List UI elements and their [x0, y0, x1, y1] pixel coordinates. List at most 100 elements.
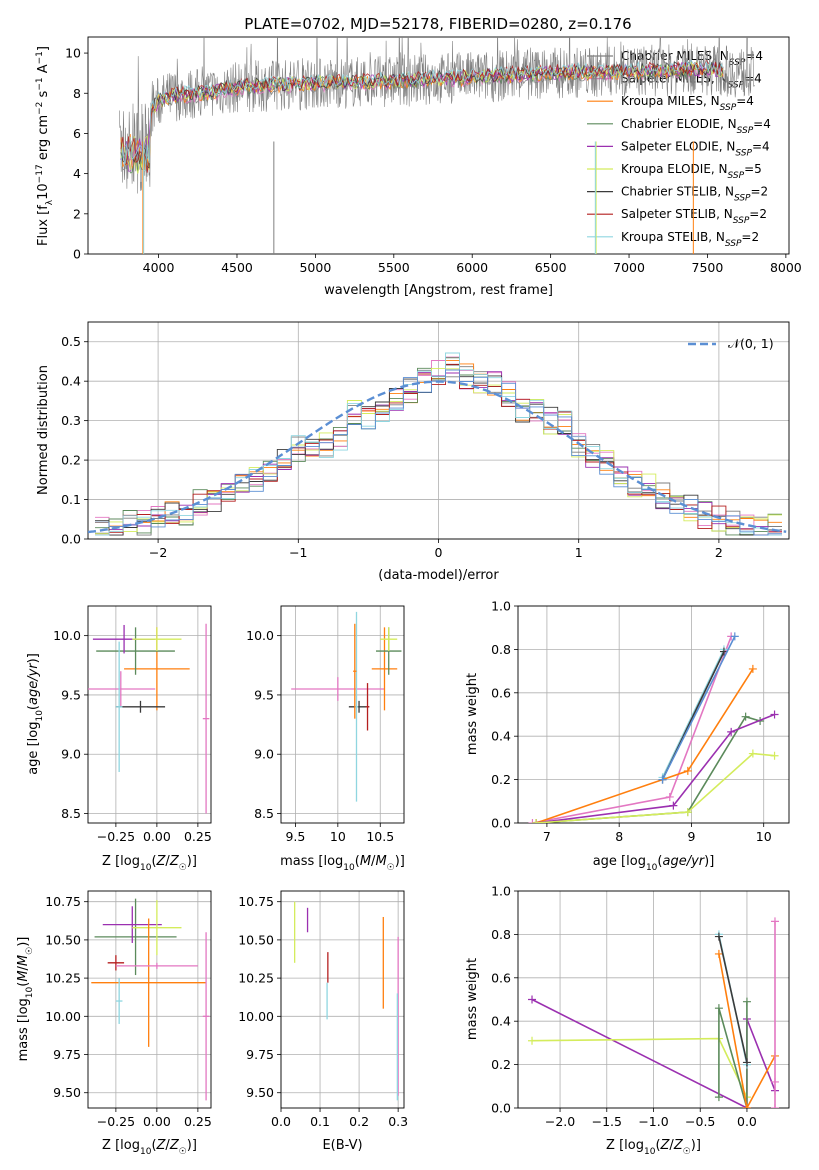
x-tick-label: −0.5: [685, 1114, 715, 1129]
y-tick-label: 1.0: [491, 599, 511, 614]
z-weight-axes: −2.0 −1.5 −1.0 −0.5 0.0 0.0 0.2 0.4 0.6 0.8 1.0 Z […: [465, 884, 790, 1157]
x-tick-label: 2: [715, 545, 723, 560]
y-tick-label: 10.50: [45, 932, 81, 947]
weight-marker: [742, 997, 751, 1006]
weight-marker: [714, 949, 723, 958]
x-tick-label: −2: [149, 545, 167, 560]
y-axis-label: Flux [fλ10−17 erg cm−2 s−1 A−1]: [35, 46, 55, 246]
x-tick-label: −2.0: [545, 1114, 575, 1129]
axes-frame: [280, 605, 405, 824]
x-tick-label: 0.25: [184, 1114, 212, 1129]
x-tick-label: 9.5: [285, 829, 305, 844]
x-axis-label: Z [log10(Z/Z☉)]: [102, 1138, 197, 1157]
spectrum-model-line: [120, 59, 724, 172]
y-tick-label: 9.0: [254, 747, 274, 762]
weight-marker: [770, 917, 779, 926]
y-tick-label: 0.2: [491, 772, 511, 787]
axes-frame: [517, 605, 790, 824]
y-tick-label: 10.25: [238, 971, 274, 986]
x-tick-label: 7: [543, 829, 551, 844]
weight-marker: [741, 712, 750, 721]
weight-marker: [727, 727, 736, 736]
residual-histogram: [95, 359, 782, 529]
residual-histogram: [95, 363, 782, 536]
x-tick-label: −1: [289, 545, 307, 560]
weight-marker: [714, 932, 723, 941]
mass-age-axes: 9.5 10 10.5 8.5 9.0 9.5 10.0 mass [log10(M/M☉)]: [246, 605, 405, 873]
x-tick-label: 8000: [770, 260, 802, 275]
plot-area: [528, 917, 779, 1108]
y-tick-label: 8: [73, 86, 81, 101]
figure-title: PLATE=0702, MJD=52178, FIBERID=0280, z=0…: [244, 15, 631, 33]
weight-marker: [528, 819, 537, 823]
axes-frame: [280, 890, 405, 1109]
y-tick-label: 10.75: [238, 894, 274, 909]
axes-frame: [517, 890, 790, 1109]
y-tick-label: 0.4: [491, 729, 511, 744]
weight-line: [661, 636, 736, 780]
y-tick-label: 10.0: [53, 628, 81, 643]
y-tick-label: 0.2: [491, 1057, 511, 1072]
y-tick-label: 10.50: [238, 932, 274, 947]
weight-marker: [658, 775, 667, 784]
y-axis-label: mass [log10(M/M☉)]: [16, 937, 35, 1062]
y-tick-label: 9.75: [246, 1047, 274, 1062]
legend-label: Chabrier ELODIE, NSSP=4: [621, 117, 771, 136]
x-tick-label: 0.00: [143, 1114, 171, 1129]
x-axis-label: (data-model)/error: [378, 568, 499, 583]
x-tick-label: 5000: [299, 260, 331, 275]
y-tick-label: 10.0: [246, 628, 274, 643]
x-tick-label: 7500: [692, 260, 724, 275]
y-axis-label: Normed distribution: [36, 365, 51, 495]
legend-label: Kroupa STELIB, NSSP=2: [621, 230, 759, 249]
plot-area: [119, 37, 755, 254]
y-tick-label: 9.50: [53, 1085, 81, 1100]
y-tick-label: 0: [73, 247, 81, 262]
y-tick-label: 10.75: [45, 894, 81, 909]
y-tick-label: 0.6: [491, 685, 511, 700]
plot-area: [291, 611, 402, 802]
weight-marker: [528, 995, 537, 1004]
weight-line: [536, 715, 761, 823]
legend-label: Kroupa MILES, NSSP=4: [621, 94, 754, 113]
weight-line: [536, 752, 775, 823]
x-axis-label: mass [log10(M/M☉)]: [280, 854, 405, 873]
y-tick-label: 8.5: [254, 806, 274, 821]
weight-marker: [748, 664, 757, 673]
y-tick-label: 8.5: [61, 806, 81, 821]
x-axis-label: Z [log10(Z/Z☉)]: [606, 1138, 701, 1157]
y-axis-label: mass weight: [465, 673, 480, 755]
z-mass-axes: −0.25 0.00 0.25 9.50 9.75 10.00 10.25 10.50 10.7…: [16, 890, 212, 1157]
weight-marker: [714, 1093, 723, 1102]
y-tick-label: 9.5: [254, 687, 274, 702]
x-axis-label: wavelength [Angstrom, rest frame]: [324, 283, 553, 298]
plot-area: [91, 898, 210, 1101]
axes-frame: [87, 321, 790, 540]
y-tick-label: 6: [73, 126, 81, 141]
weight-line: [535, 713, 775, 823]
y-tick-label: 0.2: [61, 453, 81, 468]
x-tick-label: 0.25: [184, 829, 212, 844]
weight-line: [532, 636, 732, 823]
x-tick-label: 9: [687, 829, 695, 844]
y-tick-label: 0.8: [491, 927, 511, 942]
y-tick-label: 0.4: [61, 374, 81, 389]
axes-frame: [87, 890, 212, 1109]
x-tick-label: −0.25: [97, 829, 135, 844]
x-tick-label: 8: [615, 829, 623, 844]
y-tick-label: 0.3: [61, 413, 81, 428]
x-tick-label: 0.2: [349, 1114, 369, 1129]
weight-line: [718, 953, 776, 1108]
weight-marker: [742, 1104, 751, 1108]
y-tick-label: 0.8: [491, 642, 511, 657]
legend-label: Chabrier MILES, NSSP=4: [621, 49, 763, 68]
legend-label: Salpeter ELODIE, NSSP=4: [621, 139, 770, 158]
x-tick-label: 4000: [143, 260, 175, 275]
x-tick-label: 10: [756, 829, 772, 844]
y-tick-label: 0.5: [61, 334, 81, 349]
x-tick-label: −1.5: [592, 1114, 622, 1129]
spectrum-axes: 4000 4500 5000 5500 6000 6500 7000 7500 8000 0 2 4 6…: [35, 36, 802, 298]
legend-label: Kroupa ELODIE, NSSP=5: [621, 162, 762, 181]
